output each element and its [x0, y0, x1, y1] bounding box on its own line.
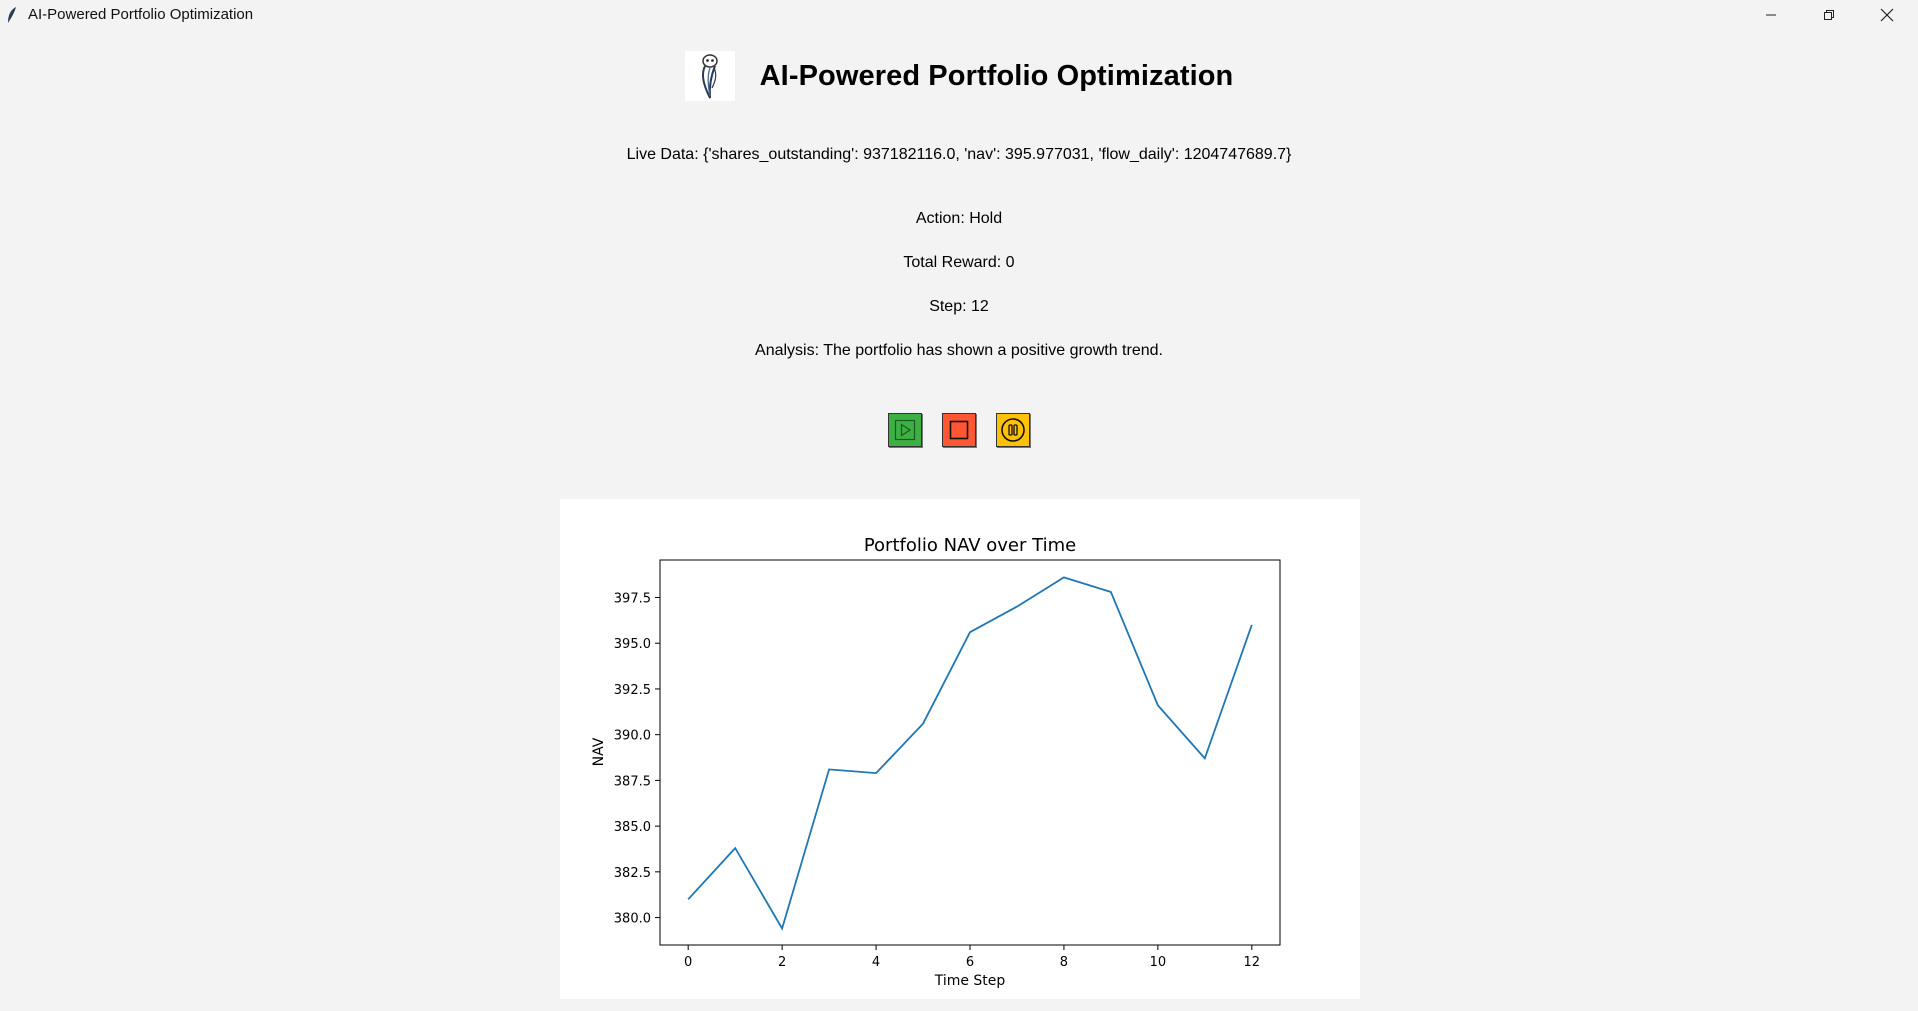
x-tick-label: 8 — [1060, 955, 1068, 970]
window-title: AI-Powered Portfolio Optimization — [28, 6, 254, 23]
window-titlebar: AI-Powered Portfolio Optimization — [0, 0, 1918, 30]
page-title: AI-Powered Portfolio Optimization — [759, 59, 1234, 92]
nav-series-line — [687, 576, 1253, 931]
y-tick-label: 390.0 — [614, 729, 651, 744]
feather-icon — [8, 7, 16, 23]
x-tick-label: 6 — [966, 955, 974, 970]
plot-area — [659, 559, 1281, 946]
stop-button[interactable] — [942, 413, 976, 447]
x-axis-label: Time Step — [934, 973, 1006, 989]
total-reward-text: Total Reward: 0 — [903, 254, 1015, 271]
y-tick-label: 380.0 — [614, 912, 651, 927]
stop-icon — [949, 420, 969, 440]
play-icon — [894, 419, 916, 441]
restore-icon — [1824, 10, 1834, 20]
chart-title: Portfolio NAV over Time — [864, 535, 1076, 556]
close-icon — [1880, 8, 1894, 22]
analysis-text: Analysis: The portfolio has shown a posi… — [755, 342, 1163, 359]
action-text: Action: Hold — [915, 210, 1003, 227]
step-text: Step: 12 — [929, 298, 989, 315]
y-axis-label: NAV — [591, 737, 607, 766]
x-tick-label: 10 — [1150, 955, 1167, 970]
y-tick-label: 385.0 — [614, 820, 651, 835]
nav-chart-panel: Portfolio NAV over Time 0 2 4 6 8 10 12 380.0 3… — [560, 499, 1360, 999]
x-tick-label: 4 — [872, 955, 880, 970]
y-tick-label: 397.5 — [614, 591, 651, 606]
logo — [684, 51, 735, 101]
restore-button[interactable] — [1800, 0, 1858, 30]
x-tick-label: 0 — [684, 955, 692, 970]
close-button[interactable] — [1858, 0, 1916, 30]
minimize-icon — [1766, 14, 1776, 16]
pause-icon — [1001, 418, 1025, 442]
control-buttons — [0, 413, 1918, 450]
y-tick-label: 387.5 — [614, 774, 651, 789]
x-tick-label: 2 — [778, 955, 786, 970]
pause-button[interactable] — [996, 413, 1030, 447]
live-data-text: Live Data: {'shares_outstanding': 937182… — [626, 146, 1292, 163]
nav-line-chart: Portfolio NAV over Time 0 2 4 6 8 10 12 380.0 3… — [591, 535, 1281, 989]
play-button[interactable] — [888, 413, 922, 447]
app-header: AI-Powered Portfolio Optimization — [0, 50, 1918, 102]
minimize-button[interactable] — [1742, 0, 1800, 30]
y-tick-label: 395.0 — [614, 637, 651, 652]
y-tick-label: 382.5 — [614, 866, 651, 881]
x-tick-label: 12 — [1244, 955, 1261, 970]
y-tick-label: 392.5 — [614, 683, 651, 698]
owl-feather-logo-icon — [701, 54, 718, 99]
